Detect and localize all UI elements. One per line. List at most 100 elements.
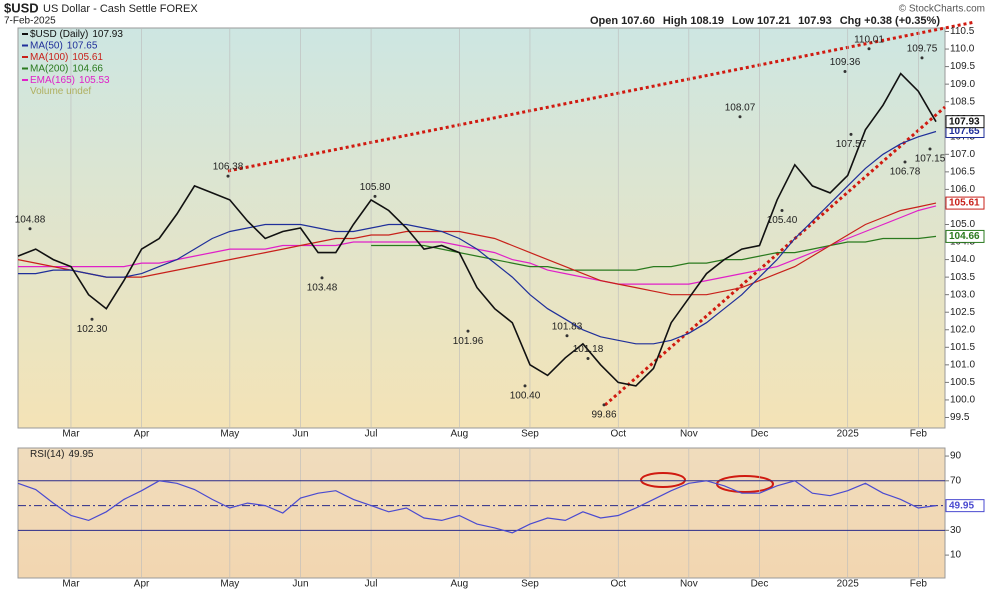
annotation-point bbox=[780, 208, 784, 212]
x-tick-label: Oct bbox=[610, 429, 626, 440]
credit: © StockCharts.com bbox=[899, 4, 985, 15]
x-tick-label: Apr bbox=[134, 579, 150, 590]
stat: Open 107.60 bbox=[590, 15, 655, 27]
annotation-point bbox=[28, 227, 32, 231]
x-tick-label: Jun bbox=[292, 429, 308, 440]
y-tick-label: 102.5 bbox=[950, 307, 975, 318]
y-tick-label: 70 bbox=[950, 475, 962, 486]
price-tag-label: 107.65 bbox=[949, 126, 980, 137]
y-tick-label: 103.0 bbox=[950, 289, 975, 300]
annotation-point bbox=[523, 384, 527, 388]
y-tick-label: 10 bbox=[950, 550, 962, 561]
x-tick-label: Aug bbox=[450, 429, 468, 440]
annotation-point bbox=[928, 147, 932, 151]
legend-value: 105.53 bbox=[79, 75, 110, 86]
series-line bbox=[17, 480, 937, 534]
legend-value: 105.61 bbox=[72, 52, 103, 63]
annotation-point bbox=[320, 276, 324, 280]
legend-name: RSI(14) bbox=[30, 449, 64, 460]
y-tick-label: 100.0 bbox=[950, 395, 975, 406]
annotation-point bbox=[920, 56, 924, 60]
series-line bbox=[17, 72, 937, 387]
annotation: 107.57 bbox=[836, 139, 867, 150]
stat: 107.93 bbox=[798, 15, 832, 27]
x-tick-label: Jul bbox=[365, 429, 378, 440]
annotation-point bbox=[226, 174, 230, 178]
y-tick-label: 100.5 bbox=[950, 377, 975, 388]
annotation: 101.83 bbox=[552, 321, 583, 332]
x-tick-label: Jul bbox=[365, 579, 378, 590]
price-panel bbox=[17, 27, 946, 429]
annotation: 99.86 bbox=[591, 409, 616, 420]
subtitle: US Dollar - Cash Settle FOREX bbox=[43, 3, 198, 15]
price-tag bbox=[945, 499, 985, 513]
y-tick-label: 109.0 bbox=[950, 79, 975, 90]
annotation: 109.75 bbox=[907, 43, 938, 54]
y-tick-label: 103.5 bbox=[950, 272, 975, 283]
annotation: 107.15 bbox=[915, 154, 946, 165]
stat: Chg +0.38 (+0.35%) bbox=[840, 15, 941, 27]
rsi-panel bbox=[17, 447, 946, 579]
legend-entry: MA(50) 107.65 bbox=[30, 40, 98, 51]
legend-name: EMA(165) bbox=[30, 75, 75, 86]
annotation: 100.40 bbox=[510, 391, 541, 402]
date: 7-Feb-2025 bbox=[4, 16, 56, 27]
annotation-point bbox=[849, 132, 853, 136]
y-tick-label: 107.0 bbox=[950, 149, 975, 160]
x-tick-label: Mar bbox=[62, 429, 80, 440]
legend-entry: $USD (Daily) 107.93 bbox=[30, 29, 123, 40]
legend-value: 107.93 bbox=[92, 29, 123, 40]
price-tag bbox=[945, 196, 985, 210]
legend-value: 107.65 bbox=[67, 40, 98, 51]
annotation: 105.80 bbox=[360, 182, 391, 193]
legend-entry: EMA(165) 105.53 bbox=[30, 75, 110, 86]
legend-name: $USD (Daily) bbox=[30, 29, 88, 40]
legend-entry: MA(100) 105.61 bbox=[30, 52, 103, 63]
legend-value: 104.66 bbox=[72, 63, 103, 74]
x-tick-label: Dec bbox=[751, 429, 769, 440]
y-tick-label: 102.0 bbox=[950, 324, 975, 335]
annotation-point bbox=[90, 317, 94, 321]
legend-entry: MA(200) 104.66 bbox=[30, 63, 103, 74]
y-tick-label: 105.0 bbox=[950, 219, 975, 230]
y-tick-label: 30 bbox=[950, 525, 962, 536]
y-tick-label: 108.5 bbox=[950, 96, 975, 107]
y-tick-label: 104.0 bbox=[950, 254, 975, 265]
annotation: 103.48 bbox=[307, 282, 338, 293]
series-line bbox=[17, 202, 937, 296]
annotation-point bbox=[867, 47, 871, 51]
annotation-point bbox=[602, 403, 606, 407]
y-tick-label: 101.0 bbox=[950, 359, 975, 370]
price-tag-label: 107.93 bbox=[949, 116, 980, 127]
annotation: 101.96 bbox=[453, 336, 484, 347]
x-tick-label: Oct bbox=[610, 579, 626, 590]
y-tick-label: 109.5 bbox=[950, 61, 975, 72]
x-tick-label: Apr bbox=[134, 429, 150, 440]
x-tick-label: Nov bbox=[680, 579, 698, 590]
stat: Low 107.21 bbox=[732, 15, 791, 27]
x-tick-label: Jun bbox=[292, 579, 308, 590]
price-tag-label: 49.95 bbox=[949, 500, 974, 511]
annotation-point bbox=[843, 70, 847, 74]
x-tick-label: Feb bbox=[910, 579, 928, 590]
stat: High 108.19 bbox=[663, 15, 724, 27]
x-tick-label: Sep bbox=[521, 579, 539, 590]
y-tick-label: 110.0 bbox=[950, 44, 975, 55]
annotation: 101.18 bbox=[573, 344, 604, 355]
annotation: 110.01 bbox=[854, 34, 884, 45]
annotation-point bbox=[738, 115, 742, 119]
legend-name: MA(100) bbox=[30, 52, 68, 63]
annotation-point bbox=[565, 334, 569, 338]
x-tick-label: Sep bbox=[521, 429, 539, 440]
x-tick-label: Aug bbox=[450, 579, 468, 590]
x-tick-label: May bbox=[220, 429, 239, 440]
annotation-point bbox=[586, 357, 590, 361]
x-tick-label: 2025 bbox=[837, 579, 860, 590]
series-line bbox=[371, 235, 937, 271]
price-tag bbox=[945, 115, 985, 129]
annotation-point bbox=[373, 194, 377, 198]
y-tick-label: 90 bbox=[950, 451, 962, 462]
annotation: 104.88 bbox=[15, 214, 46, 225]
x-tick-label: Dec bbox=[751, 579, 769, 590]
